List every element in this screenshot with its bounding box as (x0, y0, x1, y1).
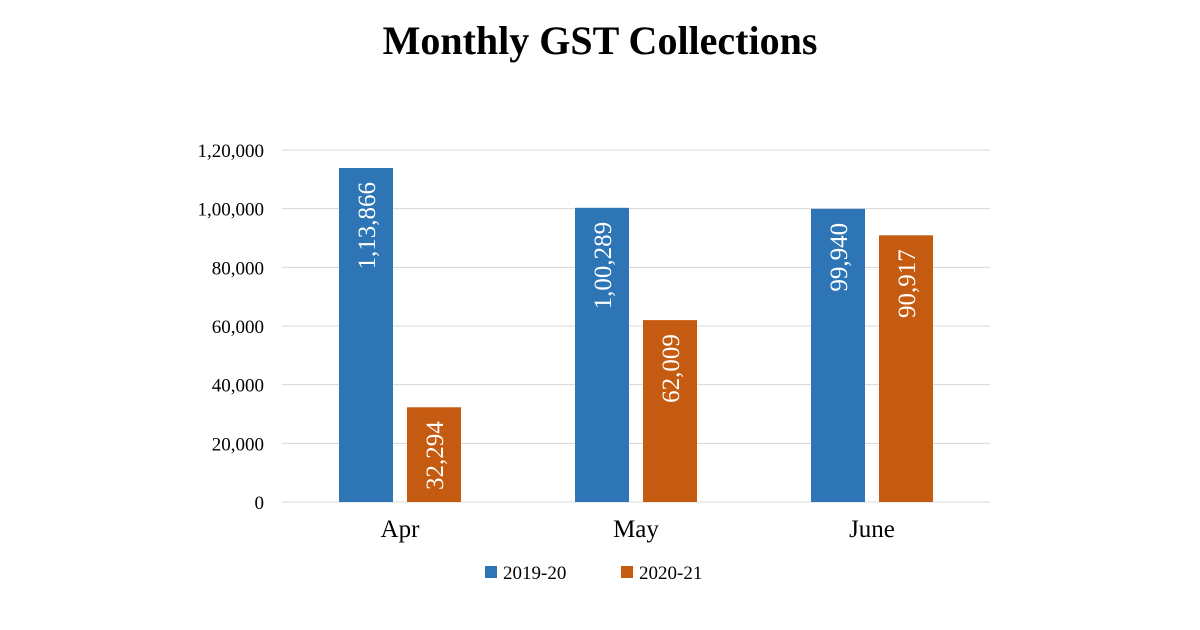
bar-2020-21-June (879, 235, 933, 503)
legend: 2019-20 2020-21 (485, 563, 702, 584)
legend-label: 2019-20 (503, 563, 566, 584)
data-label: 32,294 (422, 421, 449, 490)
y-tick-label: 80,000 (212, 258, 264, 279)
legend-label: 2020-21 (639, 563, 702, 584)
bar-2020-21-May (643, 320, 697, 502)
gridlines (282, 149, 990, 503)
data-label: 1,00,289 (590, 222, 617, 310)
bar-2019-20-May (575, 207, 629, 502)
data-label: 99,940 (826, 223, 853, 292)
data-labels: 1,13,866 32,294 1,00,289 62,009 99,940 90,917 (354, 182, 921, 490)
legend-swatch (621, 566, 633, 578)
y-tick-label: 40,000 (212, 376, 264, 397)
bar-2020-21-Apr (407, 407, 461, 502)
data-label: 90,917 (894, 249, 921, 318)
y-axis-ticks: 0 20,000 40,000 60,000 80,000 1,00,000 1,20,00… (198, 141, 265, 514)
x-category-label: Apr (381, 516, 421, 543)
y-tick-label: 1,00,000 (198, 200, 265, 221)
x-axis-categories: Apr May June (381, 516, 895, 543)
x-category-label: June (849, 516, 895, 543)
data-label: 1,13,866 (354, 182, 381, 270)
y-tick-label: 60,000 (212, 317, 264, 338)
x-category-label: May (613, 516, 659, 543)
bar-2019-20-June (811, 208, 865, 503)
y-tick-label: 20,000 (212, 434, 264, 455)
bars (339, 167, 933, 503)
bar-2019-20-Apr (339, 167, 393, 502)
legend-swatch (485, 566, 497, 578)
y-tick-label: 0 (255, 493, 265, 514)
chart-title: Monthly GST Collections (383, 18, 818, 63)
y-tick-label: 1,20,000 (198, 141, 265, 162)
data-label: 62,009 (658, 334, 685, 403)
